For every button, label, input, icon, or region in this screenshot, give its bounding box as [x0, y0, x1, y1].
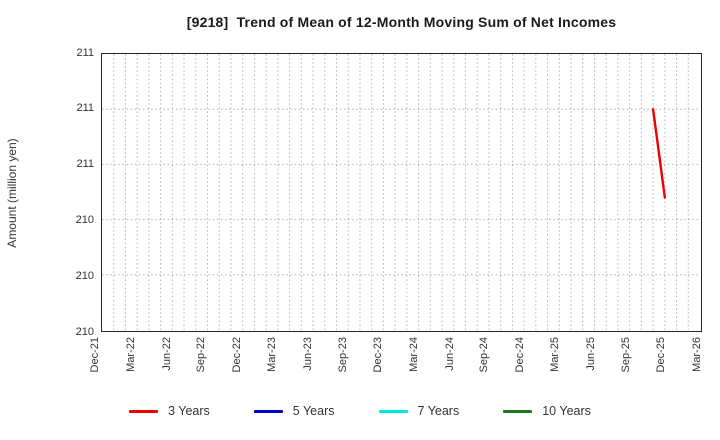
legend-swatch	[129, 409, 159, 413]
y-tick-label: 211	[76, 158, 94, 171]
legend-swatch	[253, 409, 283, 413]
y-tick-label: 211	[76, 46, 94, 59]
y-tick-label: 211	[76, 102, 94, 115]
x-tick-label: Dec-23	[372, 337, 385, 373]
legend-label: 5 Years	[292, 404, 335, 418]
x-tick-label: Sep-25	[619, 337, 632, 373]
x-tick-label: Jun-22	[160, 337, 173, 371]
x-tick-label: Dec-24	[513, 337, 526, 373]
x-tick-label: Sep-22	[195, 337, 208, 373]
legend-label: 10 Years	[542, 404, 591, 418]
x-tick-label: Jun-25	[585, 337, 598, 371]
x-tick-label: Mar-25	[549, 337, 562, 372]
x-tick-label: Dec-22	[230, 337, 243, 373]
legend-label: 3 Years	[168, 404, 210, 418]
series-line-3-years	[651, 108, 667, 199]
legend-item-10-years: 10 Years	[503, 404, 591, 418]
plot-area	[101, 53, 702, 332]
x-tick-label: Dec-21	[89, 337, 102, 373]
x-tick-label: Jun-23	[302, 337, 315, 371]
x-tick-label: Mar-26	[690, 337, 703, 372]
x-tick-label: Mar-22	[124, 337, 137, 372]
legend: 3 Years 5 Years 7 Years 10 Years	[0, 404, 720, 418]
x-tick-label: Jun-24	[443, 337, 456, 371]
x-tick-label: Sep-24	[478, 337, 491, 373]
legend-label: 7 Years	[417, 404, 460, 418]
plot-canvas	[102, 54, 700, 330]
y-axis-label: Amount (million yen)	[5, 138, 19, 248]
legend-item-3-years: 3 Years	[129, 404, 210, 418]
legend-item-7-years: 7 Years	[378, 404, 460, 418]
y-tick-label: 210	[75, 213, 94, 226]
y-tick-label: 210	[75, 325, 94, 338]
x-tick-label: Mar-24	[407, 337, 420, 372]
legend-item-5-years: 5 Years	[253, 404, 335, 418]
chart-title: [9218] Trend of Mean of 12-Month Moving …	[186, 14, 617, 30]
x-tick-label: Mar-23	[266, 337, 279, 372]
x-tick-label: Dec-25	[654, 337, 667, 373]
x-tick-label: Sep-23	[336, 337, 349, 373]
legend-swatch	[503, 409, 533, 413]
y-tick-label: 210	[75, 269, 94, 282]
legend-swatch	[378, 409, 408, 413]
